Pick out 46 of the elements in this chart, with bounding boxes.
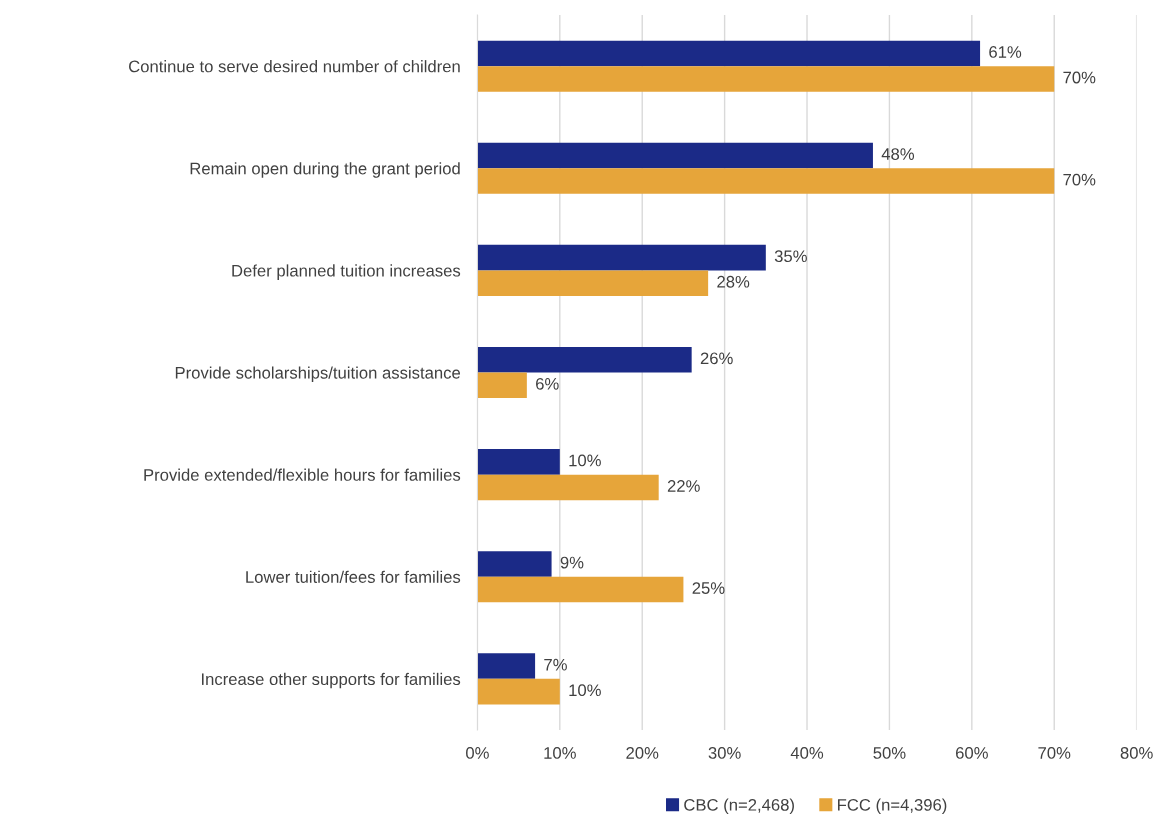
x-tick-label: 0% xyxy=(466,747,489,759)
data-label: 28% xyxy=(717,275,750,288)
bar xyxy=(477,168,1055,194)
data-label: 61% xyxy=(989,46,1022,58)
data-label: 48% xyxy=(881,148,915,160)
data-label: 6% xyxy=(536,377,559,390)
legend-label: FCC (n=4,396) xyxy=(838,798,947,815)
y-tick-label: Continue to serve desired number of children xyxy=(129,60,460,73)
bar xyxy=(477,653,536,679)
x-tick-label: 70% xyxy=(1038,747,1071,759)
data-label: 70% xyxy=(1063,71,1096,84)
bar xyxy=(477,142,873,169)
bar xyxy=(477,40,981,67)
data-label: 35% xyxy=(774,250,807,263)
x-tick-label: 10% xyxy=(544,747,576,759)
bar xyxy=(477,372,527,399)
x-tick-label: 60% xyxy=(956,747,988,759)
legend-label: CBC (n=2,468) xyxy=(684,798,794,815)
x-tick-label: 20% xyxy=(626,747,659,759)
x-tick-label: 50% xyxy=(873,747,906,759)
data-label: 10% xyxy=(569,684,601,697)
data-label: 25% xyxy=(692,582,725,594)
y-tick-label: Provide scholarships/tuition assistance xyxy=(175,366,461,383)
bar xyxy=(477,551,552,577)
data-label: 70% xyxy=(1063,173,1096,186)
bar xyxy=(477,346,692,373)
bar xyxy=(477,678,560,705)
y-tick-label: Increase other supports for families xyxy=(202,672,461,689)
x-tick-label: 30% xyxy=(708,747,741,759)
bar xyxy=(477,270,709,296)
data-label: 9% xyxy=(560,556,584,569)
data-label: 7% xyxy=(544,658,567,671)
data-label: 22% xyxy=(667,480,700,492)
bar xyxy=(477,474,659,501)
data-label: 26% xyxy=(700,352,733,365)
x-tick-label: 80% xyxy=(1120,747,1153,759)
y-tick-label: Lower tuition/fees for families xyxy=(246,570,461,583)
x-tick-label: 40% xyxy=(790,747,824,759)
bar xyxy=(477,244,766,271)
data-label: 10% xyxy=(569,454,601,467)
bar xyxy=(477,66,1055,92)
y-tick-label: Provide extended/flexible hours for families xyxy=(144,468,461,481)
bar xyxy=(477,449,560,475)
y-tick-label: Remain open during the grant period xyxy=(190,162,460,178)
bar xyxy=(477,576,684,603)
y-tick-label: Defer planned tuition increases xyxy=(232,264,461,280)
